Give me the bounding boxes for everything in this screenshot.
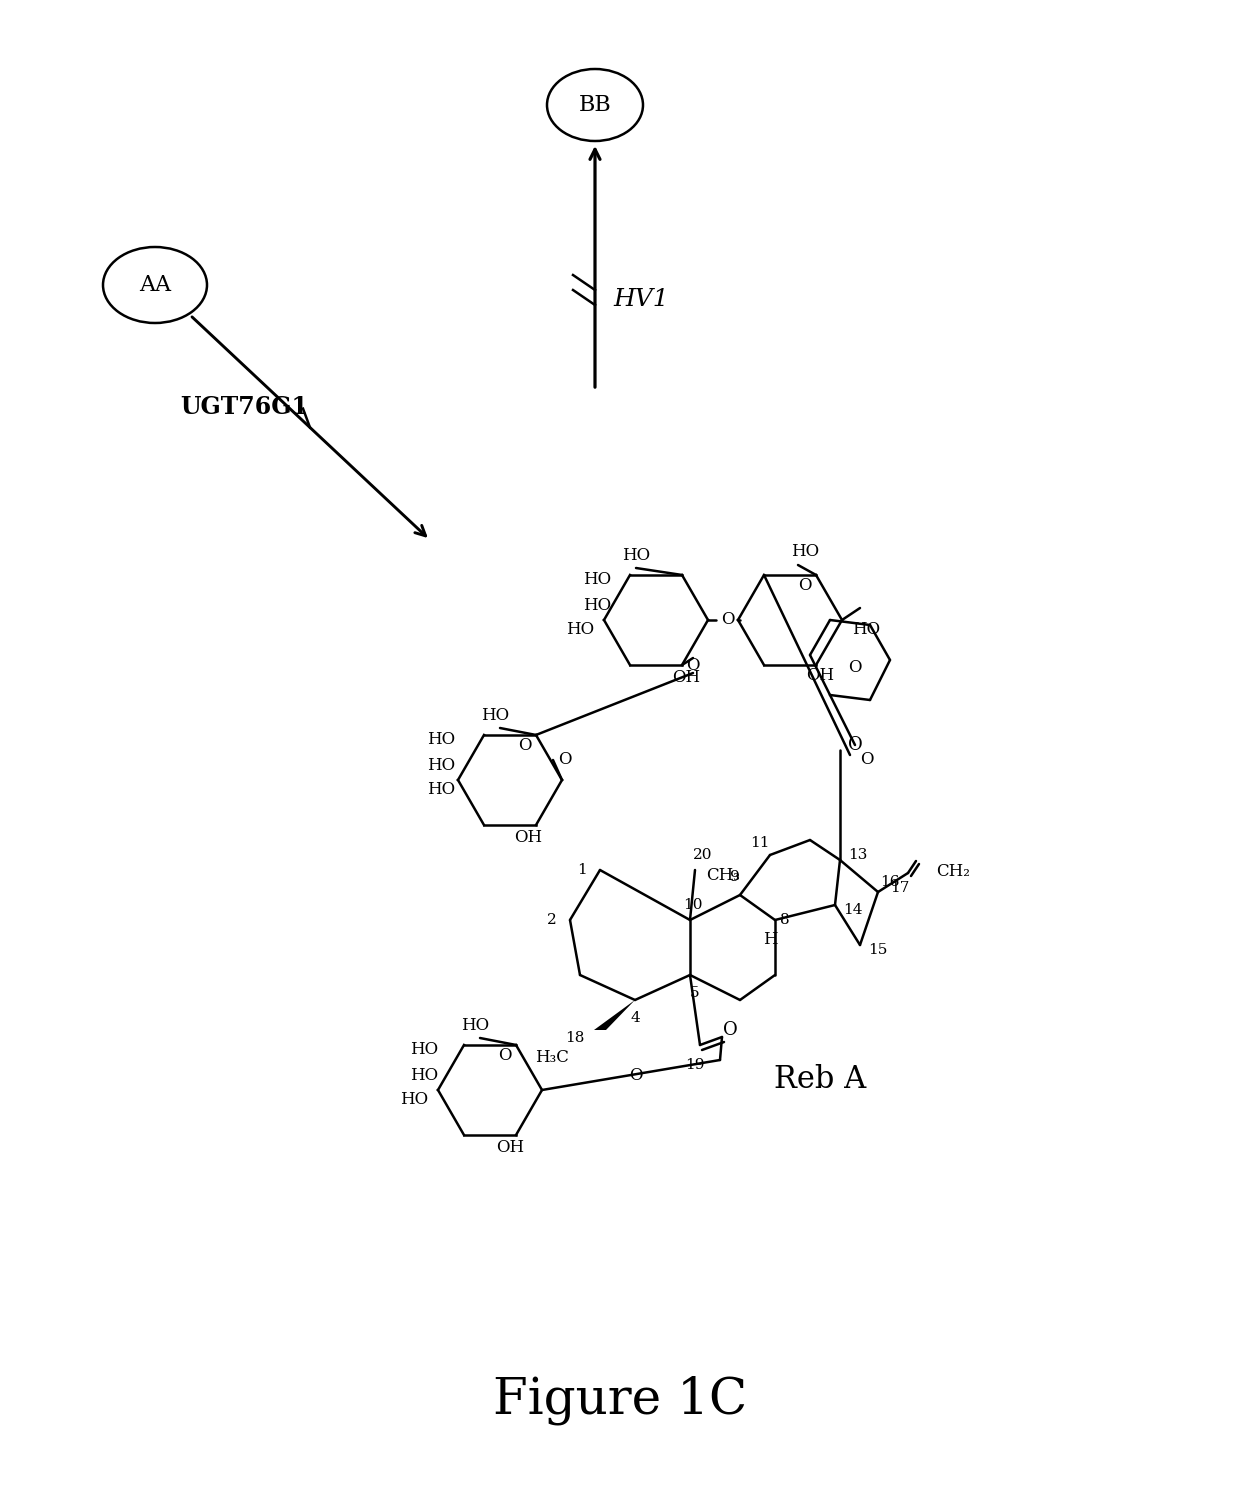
Text: O: O	[723, 1022, 738, 1039]
Text: HO: HO	[622, 547, 650, 564]
Text: HO: HO	[427, 732, 455, 748]
Text: HO: HO	[427, 782, 455, 799]
Text: 19: 19	[686, 1057, 704, 1072]
Text: HO: HO	[410, 1041, 438, 1059]
Text: OH: OH	[513, 830, 542, 846]
Text: HV1: HV1	[613, 288, 668, 311]
Text: BB: BB	[579, 94, 611, 116]
Text: 13: 13	[848, 848, 868, 862]
Text: 5: 5	[691, 986, 699, 999]
Text: HO: HO	[852, 622, 880, 638]
Text: HO: HO	[583, 596, 611, 614]
Text: OH: OH	[672, 669, 701, 687]
Text: 2: 2	[547, 913, 557, 926]
Text: HO: HO	[461, 1017, 489, 1033]
Text: 11: 11	[750, 836, 770, 851]
Text: O: O	[518, 736, 532, 754]
Text: O: O	[848, 736, 862, 754]
Text: 18: 18	[565, 1030, 585, 1045]
Text: 10: 10	[683, 898, 703, 912]
Text: 15: 15	[868, 943, 888, 958]
Text: O: O	[558, 751, 572, 769]
Text: O: O	[799, 577, 812, 593]
Text: AA: AA	[139, 274, 171, 296]
Text: UGT76G1: UGT76G1	[180, 396, 308, 419]
Text: 1: 1	[577, 862, 587, 877]
Text: Reb A: Reb A	[774, 1065, 866, 1096]
Text: 16: 16	[880, 874, 900, 889]
Text: O: O	[629, 1066, 642, 1084]
Text: 4: 4	[630, 1011, 640, 1025]
Text: CH₂: CH₂	[936, 862, 970, 879]
Text: O: O	[848, 660, 862, 677]
Text: 20: 20	[693, 848, 713, 862]
Polygon shape	[594, 999, 635, 1030]
Text: H₃C: H₃C	[536, 1050, 569, 1066]
Text: O: O	[498, 1047, 512, 1063]
Text: O: O	[686, 656, 699, 674]
Text: HO: HO	[427, 757, 455, 773]
Text: Figure 1C: Figure 1C	[492, 1375, 748, 1425]
Text: 9: 9	[730, 870, 740, 883]
Text: CH₃: CH₃	[706, 867, 740, 883]
Text: HO: HO	[399, 1091, 428, 1108]
Text: 14: 14	[843, 903, 863, 917]
Text: 17: 17	[890, 880, 910, 895]
Text: OH: OH	[806, 666, 835, 684]
Text: HO: HO	[583, 571, 611, 589]
Text: OH: OH	[496, 1139, 525, 1157]
Text: H: H	[763, 931, 777, 949]
Text: O: O	[861, 751, 874, 769]
Text: HO: HO	[481, 706, 510, 724]
Text: HO: HO	[565, 622, 594, 638]
Text: HO: HO	[410, 1066, 438, 1084]
Text: O: O	[722, 611, 735, 629]
Text: 8: 8	[780, 913, 790, 926]
Text: HO: HO	[791, 544, 820, 561]
